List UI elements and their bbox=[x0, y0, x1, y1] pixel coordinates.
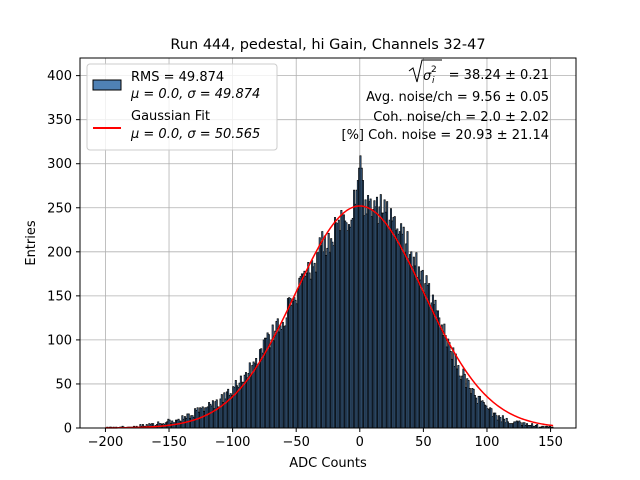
annotation-coh-noise: Coh. noise/ch = 2.0 ± 2.02 bbox=[373, 110, 549, 125]
y-tick-label: 200 bbox=[47, 245, 72, 260]
x-axis-ticks: −200 −150 −100 −50 0 50 100 150 bbox=[88, 428, 563, 450]
x-tick-label: 50 bbox=[415, 435, 432, 450]
annotation-avg-noise: Avg. noise/ch = 9.56 ± 0.05 bbox=[366, 90, 549, 105]
legend-histogram-swatch bbox=[92, 79, 122, 91]
histogram-bars bbox=[106, 155, 554, 429]
y-axis-ticks: 0 50 100 150 200 250 300 350 400 bbox=[47, 69, 80, 437]
x-tick-label: −200 bbox=[88, 435, 124, 450]
x-tick-label: −100 bbox=[215, 435, 251, 450]
gaussian-fit-curve bbox=[105, 205, 554, 429]
x-tick-label: 100 bbox=[475, 435, 500, 450]
legend-box bbox=[86, 63, 278, 151]
legend-fit-label: Gaussian Fit bbox=[131, 109, 210, 124]
sqrt-sigma-symbol: σ 2 i bbox=[408, 59, 442, 86]
y-axis-label: Entries bbox=[24, 220, 39, 266]
svg-text:i: i bbox=[432, 76, 435, 86]
y-tick-label: 100 bbox=[47, 333, 72, 348]
legend-histogram-label: RMS = 49.874 bbox=[131, 70, 224, 85]
chart-title: Run 444, pedestal, hi Gain, Channels 32-… bbox=[170, 37, 485, 53]
legend-fit-params: μ = 0.0, σ = 50.565 bbox=[130, 127, 260, 142]
annotation-coh-noise-percent: [%] Coh. noise = 20.93 ± 21.14 bbox=[342, 128, 550, 143]
x-tick-label: −150 bbox=[151, 435, 187, 450]
svg-text:2: 2 bbox=[431, 65, 437, 75]
x-axis-label: ADC Counts bbox=[289, 456, 367, 471]
svg-text:σ: σ bbox=[423, 69, 432, 84]
legend: RMS = 49.874 μ = 0.0, σ = 49.874 Gaussia… bbox=[86, 63, 278, 151]
y-tick-label: 400 bbox=[47, 69, 72, 84]
y-tick-label: 150 bbox=[47, 289, 72, 304]
x-tick-label: 0 bbox=[356, 435, 364, 450]
annotation-sqrt-sigma-value: = 38.24 ± 0.21 bbox=[449, 68, 549, 83]
y-tick-label: 300 bbox=[47, 157, 72, 172]
x-tick-label: 150 bbox=[538, 435, 563, 450]
histogram-bar bbox=[536, 424, 539, 429]
plot-frame bbox=[79, 57, 577, 429]
legend-histogram-params: μ = 0.0, σ = 49.874 bbox=[130, 87, 260, 102]
y-tick-label: 350 bbox=[47, 113, 72, 128]
x-tick-label: −50 bbox=[282, 435, 309, 450]
y-tick-label: 50 bbox=[55, 377, 72, 392]
noise-annotations: σ 2 i = 38.24 ± 0.21 Avg. noise/ch = 9.5… bbox=[342, 59, 550, 143]
y-tick-label: 250 bbox=[47, 201, 72, 216]
y-tick-label: 0 bbox=[64, 422, 72, 437]
